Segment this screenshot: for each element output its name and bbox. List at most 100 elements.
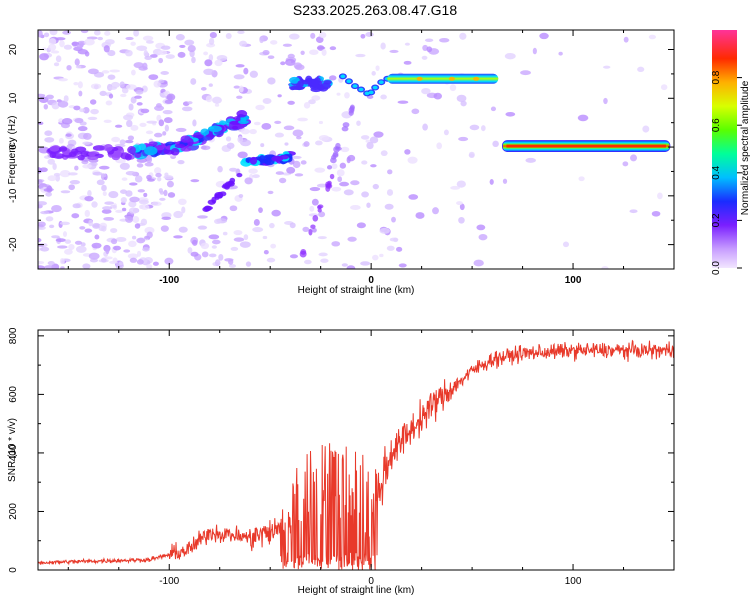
spectrogram-blob (297, 80, 304, 88)
spectrogram-noise-blob (316, 46, 326, 50)
spectrogram-noise-blob (101, 70, 110, 74)
spectrogram-noise-blob (318, 211, 326, 218)
spectrogram-noise-blob (384, 203, 394, 210)
spectrogram-blob (341, 126, 349, 132)
spectrogram-noise-blob (318, 252, 328, 257)
spectrogram-noise-blob (200, 86, 207, 91)
spectrogram-noise-blob (228, 259, 234, 265)
spectrogram-noise-blob (226, 142, 235, 149)
spectrogram-noise-blob (45, 216, 54, 222)
spectrogram-noise-blob (157, 176, 162, 182)
spectrogram-noise-blob (648, 34, 657, 40)
spectrogram-noise-blob (43, 103, 49, 110)
spectrogram-noise-blob (97, 36, 104, 41)
spectrogram-noise-blob (136, 237, 146, 244)
spectrogram-noise-blob (59, 258, 65, 265)
spectrogram-noise-blob (128, 240, 137, 248)
spectrogram-noise-blob (458, 216, 465, 224)
spectrogram-noise-blob (164, 257, 174, 265)
spectrogram-noise-blob (48, 43, 57, 51)
spectrogram-noise-blob (175, 34, 185, 41)
spectrogram-noise-blob (108, 86, 117, 90)
spectrogram-noise-blob (173, 235, 183, 239)
spectrogram-noise-blob (88, 219, 94, 227)
spectrogram-noise-blob (380, 94, 387, 100)
spectrogram-blob (120, 152, 130, 160)
spectrogram-noise-blob (478, 233, 488, 241)
spectrogram-noise-blob (225, 136, 232, 142)
spectrogram-noise-blob (57, 78, 68, 82)
spectrogram-noise-blob (424, 38, 434, 43)
spectrogram-noise-blob (287, 53, 295, 59)
spectrogram-noise-blob (386, 245, 395, 251)
spectrogram-noise-blob (269, 222, 275, 229)
spectrogram-noise-blob (39, 167, 48, 173)
spectrogram-noise-blob (504, 52, 516, 60)
spectrogram-noise-blob (59, 169, 71, 178)
spectrogram-noise-blob (166, 180, 174, 188)
spectrogram-blob (301, 79, 312, 85)
spectrogram-noise-blob (341, 263, 348, 267)
spectrogram-noise-blob (331, 163, 338, 170)
spectrogram-noise-blob (87, 68, 99, 75)
spectrogram-noise-blob (337, 176, 343, 183)
spectrogram-noise-blob (152, 261, 159, 266)
spectrogram-noise-blob (309, 49, 319, 55)
spectrogram-noise-blob (350, 180, 360, 186)
spectrogram-noise-blob (131, 235, 137, 240)
spectrogram-noise-blob (119, 162, 130, 170)
spectrogram-noise-blob (270, 40, 278, 45)
spectrogram-noise-blob (237, 151, 248, 159)
spectrogram-noise-blob (238, 193, 244, 198)
spectrogram-noise-blob (104, 39, 115, 45)
spectrogram-blob (58, 146, 68, 152)
spectrogram-noise-blob (175, 127, 187, 132)
spectrogram-noise-blob (58, 137, 64, 144)
spectrogram-noise-blob (294, 173, 304, 177)
spectrogram-noise-blob (311, 95, 321, 101)
spectrogram-blob (103, 144, 113, 152)
spectrogram-noise-blob (253, 121, 261, 126)
spectrogram-noise-blob (366, 141, 374, 150)
spectrogram-noise-blob (105, 247, 110, 255)
spectrogram-noise-blob (263, 249, 269, 255)
spectrogram-blob (180, 135, 191, 143)
spectrogram-noise-blob (200, 145, 211, 151)
spectrogram-noise-blob (109, 69, 121, 73)
spectrogram-noise-blob (146, 120, 158, 124)
spectrogram-noise-blob (321, 48, 327, 56)
spectrogram-blob (327, 180, 332, 186)
spectrogram-noise-blob (82, 107, 90, 114)
spectrogram-noise-blob (74, 165, 79, 171)
spectrogram-noise-blob (329, 75, 337, 81)
spectrogram-noise-blob (99, 90, 107, 97)
spectrogram-noise-blob (532, 47, 537, 55)
spectrogram-noise-blob (155, 103, 162, 108)
spectrogram-noise-blob (422, 123, 428, 131)
spectrogram-noise-blob (57, 245, 68, 249)
spectrogram-noise-blob (51, 235, 60, 239)
spectrogram-noise-blob (539, 32, 549, 40)
spectrogram-noise-blob (88, 252, 100, 260)
spectrogram-noise-blob (214, 59, 223, 67)
spectrogram-noise-blob (258, 207, 263, 213)
spectrogram-noise-blob (289, 222, 296, 229)
spectrogram-blob (358, 87, 364, 92)
spectrogram-noise-blob (101, 225, 107, 232)
spectrogram-noise-blob (47, 175, 57, 182)
spectrogram-noise-blob (473, 259, 484, 267)
colorbar-ticks: 0.0 0.2 0.4 0.6 0.8 (711, 70, 742, 275)
spectrogram-noise-blob (387, 169, 393, 175)
spectrogram-noise-blob (282, 43, 292, 47)
spectrogram-noise-blob (160, 225, 169, 232)
spectrogram-blob (238, 119, 249, 125)
spectrogram-noise-blob (53, 62, 60, 67)
spectrogram-blob (289, 76, 300, 84)
spectrogram-noise-blob (84, 38, 95, 46)
spectrogram-noise-blob (101, 184, 107, 192)
spectrogram-noise-blob (296, 136, 302, 140)
spectrogram-noise-blob (68, 184, 76, 191)
spectrogram-noise-blob (233, 237, 245, 242)
spectrogram-noise-blob (411, 108, 420, 115)
